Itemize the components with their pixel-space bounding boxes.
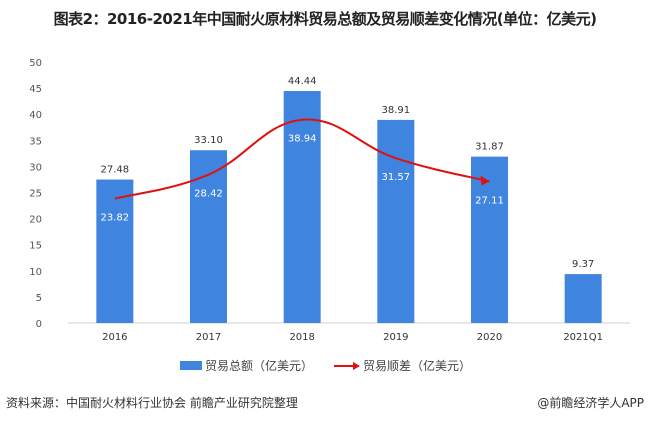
bar [283,91,321,324]
y-tick-label: 45 [29,84,42,95]
y-tick-label: 50 [29,58,42,69]
bar-value-label: 33.10 [194,135,223,146]
bar [96,179,134,323]
legend-item-bar: 贸易总额（亿美元） [180,357,313,374]
legend-swatch-bar [180,361,202,370]
legend-arrow-icon [334,361,360,370]
x-tick-label: 2018 [289,332,314,343]
bar [564,274,602,323]
line-value-label: 27.11 [475,195,504,206]
chart-title: 图表2：2016-2021年中国耐火原材料贸易总额及贸易顺差变化情况(单位：亿美… [53,10,597,28]
bar-value-label: 27.48 [101,165,130,176]
line-arrowhead [480,175,490,186]
legend-label-line: 贸易顺差（亿美元） [363,359,472,373]
x-tick-label: 2019 [383,332,408,343]
x-tick-label: 2020 [477,332,502,343]
legend-label-bar: 贸易总额（亿美元） [205,359,314,373]
line-value-label: 23.82 [101,213,130,224]
bar [377,119,415,323]
y-tick-label: 20 [29,215,42,226]
bar-value-label: 44.44 [288,76,317,87]
y-tick-label: 10 [29,267,42,278]
y-tick-label: 30 [29,162,42,173]
line-series [114,118,490,200]
y-tick-label: 25 [29,189,42,200]
y-tick-label: 40 [29,110,42,121]
line-value-label: 31.57 [382,172,411,183]
legend-item-line: 贸易顺差（亿美元） [334,357,471,374]
x-tick-label: 2016 [102,332,127,343]
y-tick-label: 15 [29,241,42,252]
line-value-label: 38.94 [288,134,317,145]
y-tick-label: 5 [36,293,42,304]
bar-value-label: 9.37 [572,259,594,270]
x-tick-label: 2021Q1 [563,332,603,343]
source-note: 资料来源：中国耐火材料行业协会 前瞻产业研究院整理 [6,396,298,410]
line-value-label: 28.42 [194,189,223,200]
bar-value-label: 38.91 [382,105,411,116]
bar [190,150,227,323]
y-tick-label: 0 [36,319,42,330]
y-tick-label: 35 [29,136,42,147]
credit-note: @前瞻经济学人APP [537,396,644,410]
bar [471,156,508,323]
x-tick-label: 2017 [196,332,221,343]
bar-value-label: 31.87 [475,142,504,153]
